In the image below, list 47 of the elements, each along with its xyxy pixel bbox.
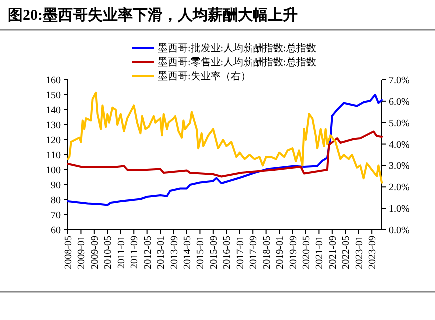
y2-tick-label: 3.0% <box>389 161 410 172</box>
y-tick-label: 60 <box>51 226 61 236</box>
y-tick-label: 160 <box>46 76 61 86</box>
x-tick-label: 2013-09 <box>169 236 180 270</box>
x-tick-label: 2019-01 <box>275 236 286 270</box>
legend-label: 墨西哥:失业率（右） <box>158 70 251 82</box>
y2-tick-label: 6.0% <box>389 96 410 108</box>
x-tick-label: 2010-05 <box>103 236 114 270</box>
x-tick-label: 2014-05 <box>182 236 194 270</box>
y2-tick-label: 1.0% <box>389 204 410 216</box>
x-tick-label: 2011-09 <box>130 236 141 269</box>
x-tick-label: 2017-01 <box>235 236 246 270</box>
y2-tick-label: 4.0% <box>389 140 410 151</box>
x-tick-label: 2008-05 <box>64 236 74 270</box>
x-tick-label: 2022-05 <box>341 236 352 270</box>
y-tick-label: 90 <box>51 180 61 192</box>
y-tick-label: 130 <box>46 120 61 132</box>
y-tick-label: 100 <box>46 166 61 176</box>
legend-label: 墨西哥:零售业:人均薪酬指数:总指数 <box>158 56 316 68</box>
y-tick-label: 110 <box>46 150 61 162</box>
title: 图20:墨西哥失业率下滑，人均薪酬大幅上升 <box>8 8 298 24</box>
y-tick-label: 150 <box>46 90 61 102</box>
x-tick-label: 2023-01 <box>354 236 366 270</box>
x-tick-label: 2009-09 <box>90 236 101 270</box>
y-tick-label: 120 <box>46 136 61 146</box>
x-tick-label: 2015-01 <box>196 236 207 270</box>
y2-tick-label: 5.0% <box>389 118 410 130</box>
x-tick-label: 2021-01 <box>314 236 326 270</box>
x-tick-label: 2019-09 <box>288 236 300 270</box>
y2-tick-label: 0.0% <box>389 226 410 236</box>
x-tick-label: 2020-05 <box>301 236 312 270</box>
y-tick-label: 70 <box>51 210 61 222</box>
x-tick-label: 2016-05 <box>222 236 234 270</box>
x-tick-label: 2017-09 <box>248 236 260 270</box>
x-tick-label: 2015-09 <box>208 236 220 270</box>
x-tick-label: 2013-01 <box>156 236 168 270</box>
legend-label: 墨西哥:批发业:人均薪酬指数:总指数 <box>158 42 316 54</box>
y2-tick-label: 2.0% <box>389 182 410 194</box>
x-tick-label: 2018-05 <box>262 236 273 270</box>
x-tick-label: 2012-05 <box>142 236 154 270</box>
x-tick-label: 2023-09 <box>368 236 379 270</box>
y2-tick-label: 7.0% <box>389 76 410 86</box>
y-tick-label: 140 <box>46 106 61 116</box>
x-tick-label: 2009-01 <box>76 236 88 270</box>
x-tick-label: 2011-01 <box>116 236 128 269</box>
y-tick-label: 80 <box>51 196 61 206</box>
x-tick-label: 2021-09 <box>328 236 339 270</box>
